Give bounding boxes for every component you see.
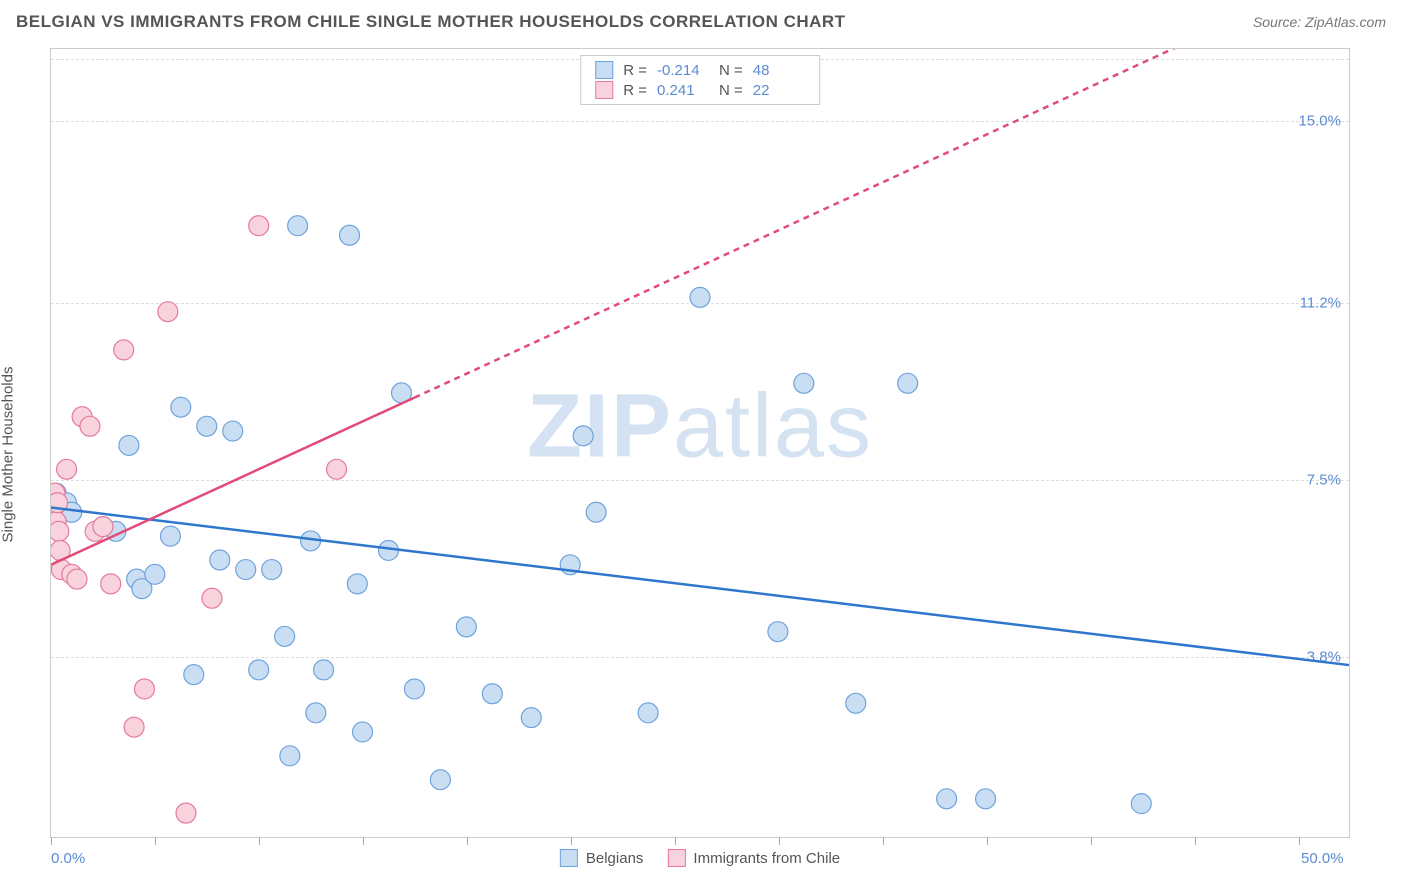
x-tick (259, 837, 260, 845)
x-tick (1195, 837, 1196, 845)
trend-line (51, 507, 1349, 665)
scatter-point (288, 216, 308, 236)
legend-item-0: Belgians (560, 849, 644, 867)
scatter-point (1131, 794, 1151, 814)
x-axis-label: 0.0% (51, 850, 85, 867)
x-tick (883, 837, 884, 845)
scatter-point (521, 708, 541, 728)
scatter-point (80, 416, 100, 436)
scatter-point (184, 665, 204, 685)
x-tick (1091, 837, 1092, 845)
scatter-point (314, 660, 334, 680)
scatter-point (101, 574, 121, 594)
chart-title: BELGIAN VS IMMIGRANTS FROM CHILE SINGLE … (16, 12, 846, 32)
scatter-point (573, 426, 593, 446)
trend-line (414, 49, 1349, 398)
chart-header: BELGIAN VS IMMIGRANTS FROM CHILE SINGLE … (0, 0, 1406, 40)
x-tick (51, 837, 52, 845)
stats-box: R = -0.214 N = 48 R = 0.241 N = 22 (580, 55, 820, 105)
legend: Belgians Immigrants from Chile (560, 849, 840, 867)
scatter-point (119, 435, 139, 455)
legend-label-0: Belgians (586, 850, 644, 867)
x-tick (1299, 837, 1300, 845)
scatter-point (223, 421, 243, 441)
legend-swatch-1 (667, 849, 685, 867)
scatter-point (202, 588, 222, 608)
scatter-point (249, 660, 269, 680)
scatter-svg (51, 49, 1349, 837)
stats-row-0: R = -0.214 N = 48 (595, 60, 805, 80)
x-tick (155, 837, 156, 845)
scatter-point (794, 373, 814, 393)
scatter-point (124, 717, 144, 737)
scatter-point (846, 693, 866, 713)
scatter-point (638, 703, 658, 723)
scatter-point (57, 459, 77, 479)
stats-r-value-1: 0.241 (657, 82, 709, 99)
scatter-point (306, 703, 326, 723)
scatter-point (176, 803, 196, 823)
x-tick (987, 837, 988, 845)
scatter-point (171, 397, 191, 417)
scatter-point (67, 569, 87, 589)
scatter-point (262, 560, 282, 580)
stats-n-value-0: 48 (753, 62, 805, 79)
scatter-point (340, 225, 360, 245)
scatter-point (586, 502, 606, 522)
scatter-point (353, 722, 373, 742)
legend-item-1: Immigrants from Chile (667, 849, 840, 867)
scatter-point (275, 626, 295, 646)
x-tick (571, 837, 572, 845)
x-tick (779, 837, 780, 845)
chart-source: Source: ZipAtlas.com (1253, 14, 1386, 30)
scatter-point (937, 789, 957, 809)
scatter-point (197, 416, 217, 436)
scatter-point (976, 789, 996, 809)
y-axis-label: Single Mother Households (0, 367, 17, 543)
scatter-point (145, 564, 165, 584)
x-tick (363, 837, 364, 845)
scatter-point (347, 574, 367, 594)
stats-swatch-1 (595, 81, 613, 99)
scatter-point (236, 560, 256, 580)
x-tick (467, 837, 468, 845)
scatter-point (134, 679, 154, 699)
x-tick (675, 837, 676, 845)
scatter-point (210, 550, 230, 570)
stats-swatch-0 (595, 61, 613, 79)
scatter-point (249, 216, 269, 236)
scatter-point (160, 526, 180, 546)
stats-n-label-1: N = (719, 82, 743, 99)
stats-row-1: R = 0.241 N = 22 (595, 80, 805, 100)
scatter-point (158, 302, 178, 322)
stats-r-value-0: -0.214 (657, 62, 709, 79)
x-axis-label: 50.0% (1301, 850, 1344, 867)
scatter-point (430, 770, 450, 790)
stats-n-value-1: 22 (753, 82, 805, 99)
chart-plot-area: ZIPatlas 3.8%7.5%11.2%15.0% 0.0%50.0% R … (50, 48, 1350, 838)
scatter-point (482, 684, 502, 704)
scatter-point (114, 340, 134, 360)
scatter-point (690, 287, 710, 307)
legend-swatch-0 (560, 849, 578, 867)
scatter-point (456, 617, 476, 637)
stats-r-label-0: R = (623, 62, 647, 79)
scatter-point (327, 459, 347, 479)
scatter-point (898, 373, 918, 393)
scatter-point (768, 622, 788, 642)
scatter-point (51, 521, 69, 541)
stats-r-label-1: R = (623, 82, 647, 99)
scatter-point (93, 517, 113, 537)
scatter-point (404, 679, 424, 699)
stats-n-label-0: N = (719, 62, 743, 79)
scatter-point (280, 746, 300, 766)
legend-label-1: Immigrants from Chile (693, 850, 840, 867)
